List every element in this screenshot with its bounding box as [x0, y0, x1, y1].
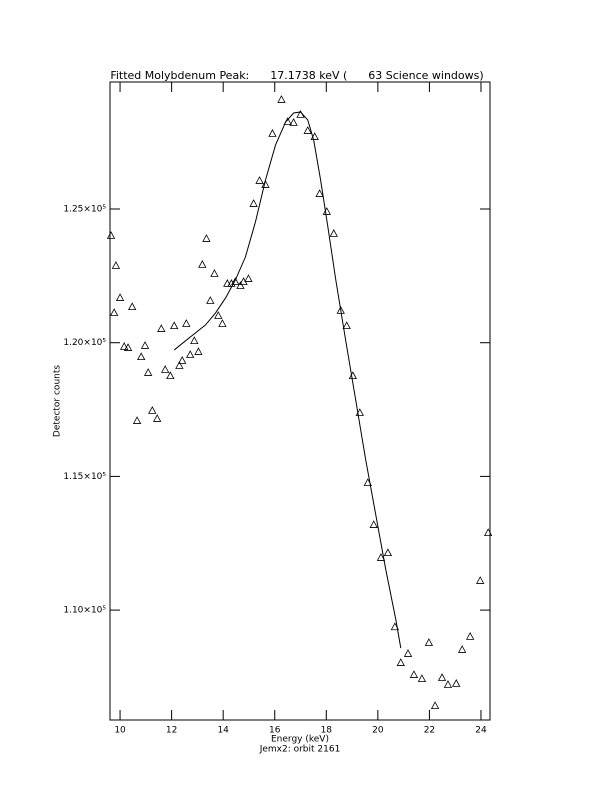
- data-point: [175, 361, 184, 369]
- data-point: [322, 207, 331, 215]
- x-tick-label: 14: [217, 726, 229, 736]
- data-point: [120, 342, 129, 350]
- data-point: [186, 350, 195, 358]
- data-point: [109, 308, 119, 316]
- data-point: [476, 576, 485, 584]
- data-point: [369, 520, 378, 528]
- x-tick-label: 18: [321, 726, 333, 736]
- data-point: [452, 679, 461, 687]
- x-tick-label: 10: [114, 726, 126, 736]
- data-point: [457, 645, 467, 653]
- subtitle: Jemx2: orbit 2161: [259, 745, 341, 755]
- data-point: [424, 638, 434, 646]
- data-point: [244, 274, 253, 282]
- data-point: [190, 336, 199, 345]
- data-point: [336, 306, 345, 314]
- data-point: [214, 311, 223, 319]
- data-point: [315, 189, 324, 197]
- data-point: [157, 324, 166, 332]
- x-tick-label: 12: [166, 726, 177, 736]
- chart-title: Fitted Molybdenum Peak: 17.1738 keV ( 63…: [110, 69, 483, 82]
- x-axis-label: Energy (keV): [271, 735, 329, 745]
- data-point: [160, 365, 170, 373]
- data-point: [403, 649, 413, 657]
- data-point: [194, 347, 203, 355]
- data-point: [223, 279, 232, 287]
- data-point: [255, 176, 264, 184]
- data-point: [218, 319, 227, 327]
- data-point: [443, 680, 453, 688]
- data-point: [289, 118, 298, 126]
- data-point: [178, 356, 187, 364]
- x-tick-label: 22: [424, 726, 435, 736]
- x-tick-label: 16: [269, 726, 281, 736]
- data-point: [437, 673, 447, 681]
- data-point: [277, 95, 286, 103]
- data-point: [249, 199, 258, 207]
- y-tick-label: 1.10×10⁵: [63, 606, 106, 616]
- data-point: [153, 414, 162, 422]
- data-point: [111, 261, 121, 269]
- x-tick-label: 20: [372, 726, 384, 736]
- y-tick-label: 1.25×10⁵: [63, 205, 106, 215]
- data-point: [115, 293, 125, 301]
- plot-frame: [109, 81, 491, 721]
- data-point: [236, 281, 245, 289]
- y-axis-label: Detector counts: [53, 365, 63, 437]
- data-point: [484, 528, 493, 536]
- data-point: [170, 321, 179, 330]
- data-point: [166, 371, 175, 380]
- data-point: [128, 302, 137, 311]
- data-point: [198, 260, 207, 268]
- data-point: [329, 229, 338, 237]
- data-point: [396, 658, 405, 666]
- fit-line: [173, 111, 402, 649]
- y-tick-label: 1.20×10⁵: [63, 338, 106, 348]
- data-point: [202, 234, 211, 242]
- data-point: [417, 674, 427, 682]
- data-point: [376, 553, 386, 561]
- data-point: [303, 126, 312, 134]
- data-point: [132, 416, 142, 424]
- data-point: [348, 371, 358, 380]
- data-point: [342, 321, 351, 330]
- data-point: [123, 343, 133, 351]
- data-point: [465, 631, 475, 640]
- y-tick-label: 1.15×10⁵: [63, 472, 106, 482]
- data-point: [148, 406, 157, 414]
- data-point: [140, 341, 150, 349]
- data-point: [106, 231, 116, 239]
- data-point: [231, 277, 240, 285]
- data-point: [143, 368, 153, 376]
- data-point: [182, 319, 191, 327]
- data-point: [430, 701, 440, 709]
- x-tick-label: 24: [475, 726, 487, 736]
- data-point: [268, 129, 277, 137]
- data-point: [383, 548, 393, 557]
- data-point: [261, 180, 270, 188]
- data-point: [210, 269, 219, 277]
- data-point: [206, 296, 215, 304]
- data-point: [409, 670, 419, 678]
- data-point: [137, 352, 146, 361]
